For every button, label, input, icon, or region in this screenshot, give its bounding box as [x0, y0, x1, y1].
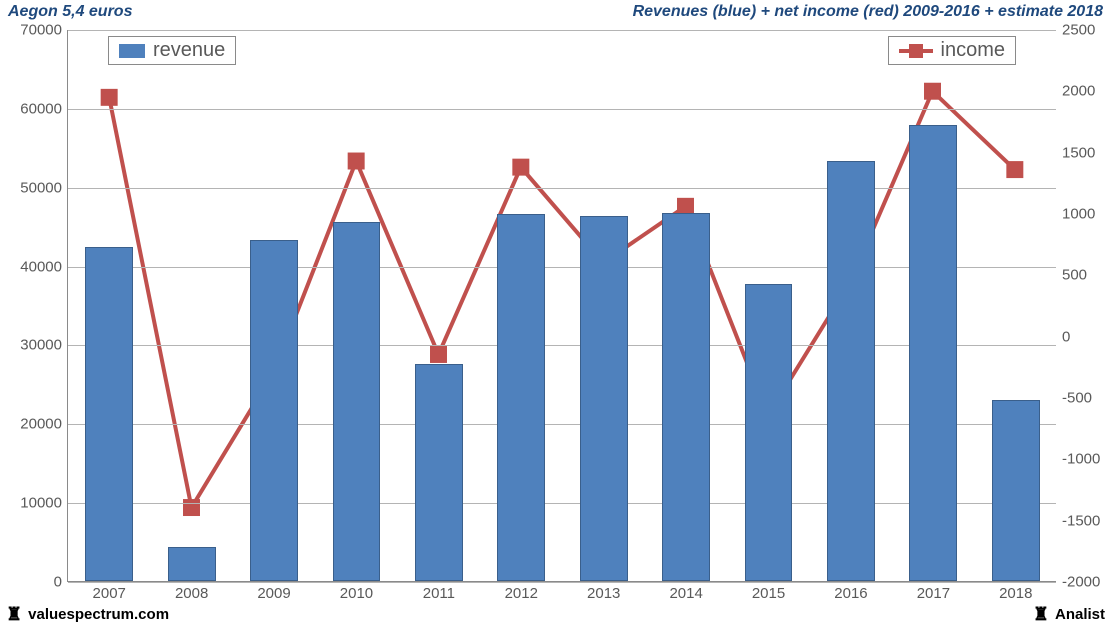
gridline: [68, 267, 1056, 268]
x-label: 2017: [917, 581, 950, 602]
rook-icon: ♜: [1033, 605, 1049, 623]
income-line-layer: [68, 30, 1056, 581]
y-left-label: 40000: [20, 258, 68, 275]
gridline: [68, 109, 1056, 110]
gridline: [68, 582, 1056, 583]
gridline: [68, 188, 1056, 189]
x-label: 2007: [93, 581, 126, 602]
x-label: 2018: [999, 581, 1032, 602]
x-label: 2012: [505, 581, 538, 602]
y-right-label: -1000: [1056, 451, 1100, 468]
x-label: 2008: [175, 581, 208, 602]
y-left-label: 70000: [20, 22, 68, 39]
gridline: [68, 503, 1056, 504]
y-left-label: 50000: [20, 179, 68, 196]
y-right-label: 2000: [1056, 83, 1095, 100]
legend-income-label: income: [941, 39, 1005, 62]
y-right-label: 2500: [1056, 22, 1095, 39]
revenue-bar: [992, 400, 1040, 581]
y-right-label: 500: [1056, 267, 1087, 284]
y-right-label: 1500: [1056, 144, 1095, 161]
revenue-bar: [85, 247, 133, 581]
y-left-label: 10000: [20, 495, 68, 512]
revenue-bar: [168, 547, 216, 581]
header: Aegon 5,4 euros Revenues (blue) + net in…: [8, 3, 1103, 25]
gridline: [68, 424, 1056, 425]
x-label: 2010: [340, 581, 373, 602]
y-left-label: 60000: [20, 100, 68, 117]
revenue-bar: [662, 213, 710, 581]
footer-right: ♜ Analist: [1033, 605, 1105, 623]
revenue-bar: [745, 284, 793, 581]
chart-title-right: Revenues (blue) + net income (red) 2009-…: [633, 3, 1103, 21]
legend-revenue-swatch: [119, 44, 145, 58]
y-right-label: -2000: [1056, 574, 1100, 591]
revenue-bar: [333, 222, 381, 581]
income-line: [109, 91, 1015, 507]
rook-icon: ♜: [6, 605, 22, 623]
x-label: 2009: [257, 581, 290, 602]
y-right-label: 1000: [1056, 206, 1095, 223]
x-label: 2013: [587, 581, 620, 602]
x-label: 2016: [834, 581, 867, 602]
footer-left-text: valuespectrum.com: [28, 606, 169, 623]
y-right-label: -1500: [1056, 512, 1100, 529]
y-left-label: 20000: [20, 416, 68, 433]
gridline: [68, 30, 1056, 31]
gridline: [68, 345, 1056, 346]
revenue-bar: [827, 161, 875, 581]
footer-right-text: Analist: [1055, 606, 1105, 623]
y-left-label: 0: [54, 574, 68, 591]
y-left-label: 30000: [20, 337, 68, 354]
legend-revenue: revenue: [108, 36, 236, 65]
plot-area: revenue income 0100002000030000400005000…: [67, 30, 1056, 582]
chart-title-left: Aegon 5,4 euros: [8, 3, 132, 20]
x-label: 2014: [669, 581, 702, 602]
revenue-bar: [497, 214, 545, 581]
chart-frame: Aegon 5,4 euros Revenues (blue) + net in…: [0, 0, 1111, 627]
y-right-label: 0: [1056, 328, 1070, 345]
x-label: 2015: [752, 581, 785, 602]
y-right-label: -500: [1056, 390, 1092, 407]
revenue-bar: [250, 240, 298, 581]
legend-income-swatch: [899, 49, 933, 53]
legend-revenue-label: revenue: [153, 39, 225, 62]
legend-income: income: [888, 36, 1016, 65]
revenue-bar: [415, 364, 463, 581]
x-label: 2011: [423, 581, 455, 602]
revenue-bar: [580, 216, 628, 581]
footer-left: ♜ valuespectrum.com: [6, 605, 169, 623]
revenue-bar: [909, 125, 957, 581]
